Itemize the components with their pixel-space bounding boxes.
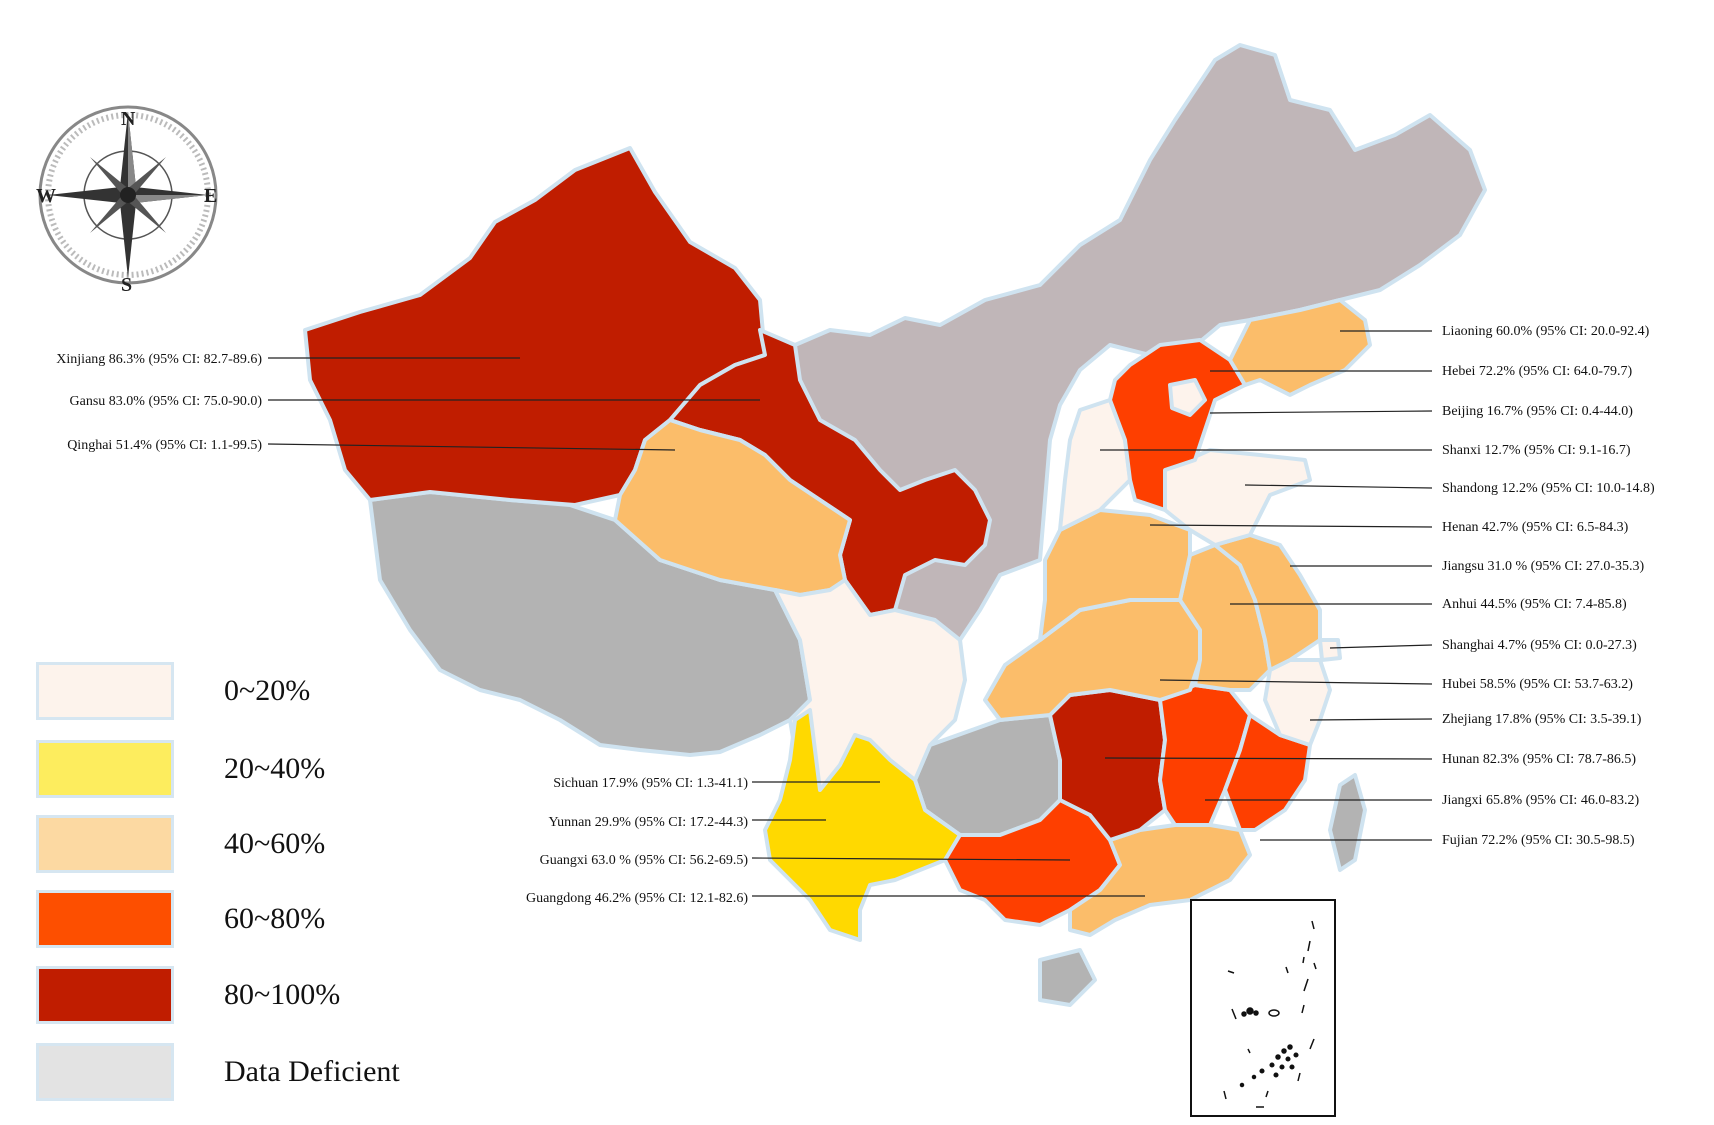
leader-line (1309, 718, 1433, 721)
region-hainan (1038, 948, 1097, 1007)
compass-rose (38, 105, 218, 285)
callout-hunan: Hunan 82.3% (95% CI: 78.7-86.5) (1442, 752, 1637, 767)
callout-liaoning: Liaoning 60.0% (95% CI: 20.0-92.4) (1442, 324, 1650, 339)
leader-line (751, 857, 1071, 861)
region-taiwan (1328, 773, 1367, 872)
callout-hebei: Hebei 72.2% (95% CI: 64.0-79.7) (1442, 364, 1633, 379)
callout-anhui: Anhui 44.5% (95% CI: 7.4-85.8) (1442, 597, 1627, 612)
leader-line (1209, 410, 1433, 414)
legend-label: 60~80% (224, 902, 326, 935)
callout-jiangxi: Jiangxi 65.8% (95% CI: 46.0-83.2) (1442, 793, 1640, 808)
legend-label: Data Deficient (224, 1055, 400, 1088)
legend-swatch (36, 740, 174, 798)
callout-shanghai: Shanghai 4.7% (95% CI: 0.0-27.3) (1442, 638, 1637, 653)
legend-swatch (36, 1043, 174, 1101)
leader-line (1244, 484, 1433, 489)
callout-shanxi: Shanxi 12.7% (95% CI: 9.1-16.7) (1442, 443, 1631, 458)
legend-swatch (36, 890, 174, 948)
leader-line (1104, 757, 1433, 760)
callout-yunnan: Yunnan 29.9% (95% CI: 17.2-44.3) (548, 815, 748, 830)
callout-zhejiang: Zhejiang 17.8% (95% CI: 3.5-39.1) (1442, 712, 1642, 727)
leader-line (1329, 644, 1433, 649)
callout-guangdong: Guangdong 46.2% (95% CI: 12.1-82.6) (525, 891, 748, 906)
region-shandong (1163, 448, 1312, 547)
region-beijing (1168, 378, 1207, 417)
legend-label: 20~40% (224, 752, 326, 785)
region-hebei (1108, 338, 1247, 512)
callout-henan: Henan 42.7% (95% CI: 6.5-84.3) (1442, 520, 1629, 535)
callout-leader-lines (267, 330, 1433, 897)
legend-label: 40~60% (224, 827, 326, 860)
legend-swatch (36, 815, 174, 873)
leader-line (1149, 524, 1433, 528)
leader-line (267, 443, 676, 451)
callout-beijing: Beijing 16.7% (95% CI: 0.4-44.0) (1442, 404, 1633, 419)
inset-islands (1223, 920, 1317, 1108)
region-yunnan (763, 708, 962, 942)
callout-xinjiang: Xinjiang 86.3% (95% CI: 82.7-89.6) (56, 352, 262, 367)
legend-swatch (36, 966, 174, 1024)
callout-jiangsu: Jiangsu 31.0 % (95% CI: 27.0-35.3) (1442, 559, 1645, 574)
legend-label: 80~100% (224, 978, 341, 1011)
callout-sichuan: Sichuan 17.9% (95% CI: 1.3-41.1) (553, 776, 748, 791)
compass-east-label: E (204, 185, 217, 207)
south-china-sea-inset (1190, 899, 1336, 1117)
compass-south-label: S (121, 274, 132, 296)
callout-qinghai: Qinghai 51.4% (95% CI: 1.1-99.5) (67, 438, 262, 453)
region-tibet-deficient (368, 490, 812, 757)
compass-north-label: N (121, 108, 136, 130)
region-jiangsu (1213, 533, 1322, 672)
callout-hubei: Hubei 58.5% (95% CI: 53.7-63.2) (1442, 677, 1633, 692)
compass-west-label: W (36, 185, 56, 207)
callout-shandong: Shandong 12.2% (95% CI: 10.0-14.8) (1442, 481, 1655, 496)
leader-line (1159, 679, 1433, 685)
callout-fujian: Fujian 72.2% (95% CI: 30.5-98.5) (1442, 833, 1635, 848)
callout-guangxi: Guangxi 63.0 % (95% CI: 56.2-69.5) (539, 853, 748, 868)
region-henan (1038, 508, 1192, 642)
callout-gansu: Gansu 83.0% (95% CI: 75.0-90.0) (69, 394, 262, 409)
legend-swatch (36, 662, 174, 720)
region-shanghai (1318, 638, 1342, 662)
legend-label: 0~20% (224, 674, 311, 707)
